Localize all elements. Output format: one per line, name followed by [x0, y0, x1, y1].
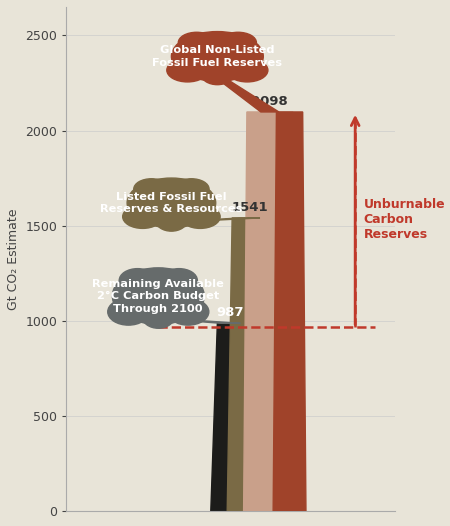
Ellipse shape [123, 205, 162, 228]
Polygon shape [167, 218, 260, 222]
Y-axis label: Gt CO₂ Estimate: Gt CO₂ Estimate [7, 208, 20, 310]
Ellipse shape [174, 179, 209, 199]
Ellipse shape [167, 298, 209, 325]
Polygon shape [273, 112, 306, 511]
Ellipse shape [226, 58, 268, 82]
Polygon shape [154, 318, 240, 323]
Ellipse shape [161, 269, 198, 292]
Ellipse shape [127, 178, 216, 228]
Ellipse shape [156, 210, 187, 231]
Polygon shape [227, 218, 273, 511]
Ellipse shape [108, 298, 149, 325]
Text: Listed Fossil Fuel
Reserves & Resources: Listed Fossil Fuel Reserves & Resources [100, 191, 243, 214]
Ellipse shape [119, 269, 156, 292]
Text: 987: 987 [217, 307, 244, 319]
Text: Remaining Available
2°C Carbon Budget
Through 2100: Remaining Available 2°C Carbon Budget Th… [92, 279, 224, 313]
Text: 2098: 2098 [252, 95, 288, 108]
Ellipse shape [112, 268, 204, 325]
Text: Global Non-Listed
Fossil Fuel Reserves: Global Non-Listed Fossil Fuel Reserves [153, 45, 282, 68]
Polygon shape [211, 323, 250, 511]
Polygon shape [243, 112, 296, 511]
Text: 1541: 1541 [232, 201, 269, 214]
Ellipse shape [220, 32, 256, 53]
Ellipse shape [167, 58, 208, 82]
Ellipse shape [201, 64, 234, 85]
Ellipse shape [142, 305, 174, 328]
Ellipse shape [171, 32, 263, 81]
Ellipse shape [178, 32, 215, 53]
Text: Unburnable
Carbon
Reserves: Unburnable Carbon Reserves [364, 198, 445, 241]
Ellipse shape [134, 179, 169, 199]
Ellipse shape [180, 205, 220, 228]
Polygon shape [213, 76, 279, 112]
